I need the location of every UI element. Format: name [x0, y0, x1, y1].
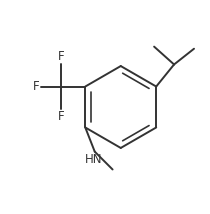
Text: F: F [33, 80, 39, 93]
Text: F: F [58, 110, 64, 123]
Text: F: F [58, 50, 64, 63]
Text: HN: HN [85, 153, 102, 166]
